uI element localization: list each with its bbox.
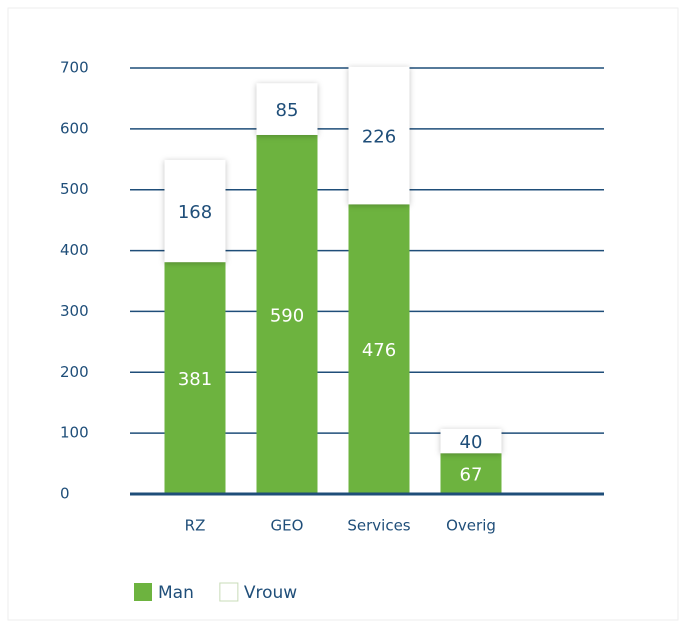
bar-segment <box>440 453 502 494</box>
bar-segment <box>256 83 318 135</box>
value-label: 226 <box>362 127 396 148</box>
bar-segment <box>256 134 318 494</box>
x-tick-label: GEO <box>271 517 304 535</box>
bar-segment <box>348 66 410 205</box>
y-tick-label: 100 <box>60 424 89 442</box>
legend-swatch <box>134 583 152 601</box>
y-tick-label: 300 <box>60 302 89 320</box>
bar-segment <box>164 262 226 494</box>
value-label: 476 <box>362 340 396 361</box>
legend-label: Man <box>158 583 194 603</box>
x-tick-label: Services <box>347 517 410 535</box>
y-tick-label: 700 <box>60 59 89 77</box>
y-tick-label: 0 <box>60 485 70 503</box>
y-tick-label: 200 <box>60 363 89 381</box>
value-label: 381 <box>178 369 212 390</box>
x-tick-label: Overig <box>446 517 496 535</box>
value-label: 40 <box>460 432 483 453</box>
value-label: 67 <box>460 465 483 486</box>
y-tick-label: 400 <box>60 241 89 259</box>
y-tick-label: 500 <box>60 180 89 198</box>
value-label: 590 <box>270 305 304 326</box>
legend-label: Vrouw <box>244 583 297 603</box>
panel <box>7 7 679 621</box>
bar-segment <box>164 159 226 263</box>
x-tick-label: RZ <box>185 517 206 535</box>
bar-segment <box>348 204 410 494</box>
legend-swatch <box>219 582 239 602</box>
bar-segment <box>440 428 502 454</box>
value-label: 85 <box>276 100 299 121</box>
value-label: 168 <box>178 202 212 223</box>
y-tick-label: 600 <box>60 119 89 137</box>
